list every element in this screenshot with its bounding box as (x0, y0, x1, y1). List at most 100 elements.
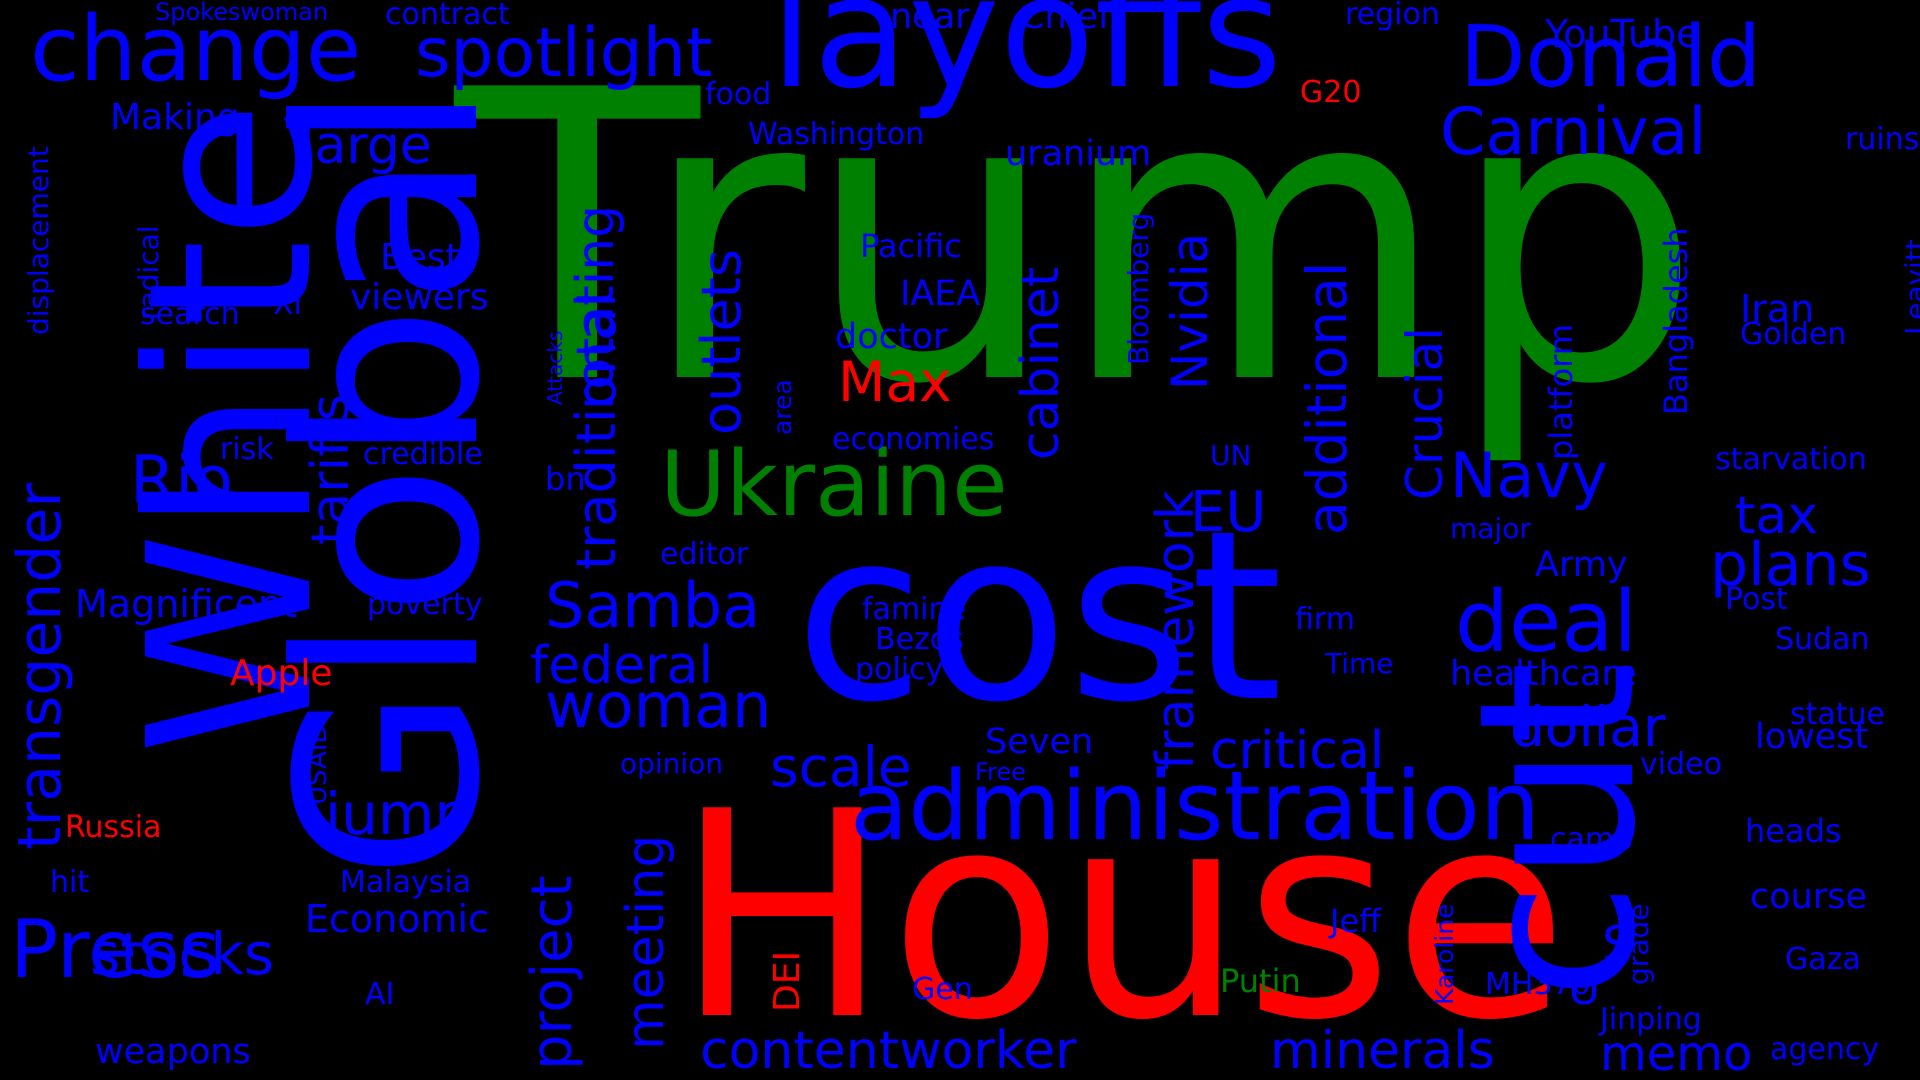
cloud-word: stocks (90, 920, 275, 988)
cloud-word: Seven (985, 722, 1094, 762)
cloud-word: YouTube (1545, 12, 1700, 56)
cloud-word: spotlight (415, 14, 713, 93)
cloud-word: DEI (767, 950, 808, 1012)
cloud-word: contentworker (700, 1021, 1077, 1080)
cloud-word: Sudan (1775, 622, 1870, 657)
cloud-word: IAEA (900, 274, 981, 314)
cloud-word: Russia (65, 810, 162, 845)
cloud-word: MH370 (1485, 967, 1591, 1002)
cloud-word: Making (110, 97, 240, 138)
cloud-word: statue (1790, 697, 1886, 732)
cloud-word: Z (1330, 805, 1351, 840)
cloud-word: dollar (1510, 695, 1666, 759)
cloud-word: tax (1735, 486, 1819, 546)
cloud-word: federal (530, 636, 713, 696)
cloud-word: Gen (912, 972, 973, 1007)
cloud-word: ruins (1845, 122, 1920, 157)
cloud-word: Nvidia (1161, 232, 1219, 390)
cloud-word: Navy (1450, 439, 1608, 512)
cloud-word: jump (325, 780, 472, 848)
cloud-word: UN (1210, 439, 1252, 472)
cloud-word: Attacks (543, 330, 567, 405)
cloud-word: cabinet (1011, 266, 1071, 460)
cloud-word: critical (1210, 721, 1385, 781)
cloud-word: economies (832, 422, 995, 457)
cloud-word: Time (1325, 647, 1394, 680)
cloud-word: agency (1770, 1032, 1880, 1067)
cloud-word: G20 (1300, 75, 1362, 110)
cloud-word: Jeff (1330, 902, 1382, 940)
cloud-word: Free (975, 758, 1026, 786)
cloud-word: EU (1190, 480, 1267, 545)
cloud-word: firm (1295, 602, 1355, 637)
cloud-word: contract (385, 0, 510, 32)
cloud-word: cost (795, 481, 1283, 754)
cloud-word: Trump (455, 7, 1703, 472)
cloud-word: additional (1295, 261, 1359, 535)
cloud-word: Max (838, 350, 952, 414)
cloud-word: famine (862, 592, 966, 627)
cloud-word: Magnificent (75, 582, 298, 626)
cloud-word: outlets (690, 249, 753, 435)
cloud-word: displacement (22, 146, 55, 335)
cloud-word: bn (545, 460, 586, 498)
cloud-word: course (1750, 877, 1867, 917)
cloud-word: Malaysia (340, 865, 472, 900)
cloud-word: Crucial (1396, 326, 1454, 500)
cloud-word: weapons (95, 1032, 251, 1072)
cloud-word: heads (1745, 812, 1842, 850)
cloud-word: Iran (1740, 287, 1815, 331)
cloud-word: Press (10, 903, 221, 996)
cloud-word: search (140, 297, 240, 332)
cloud-word: Apple (230, 653, 333, 694)
cloud-word: U (1568, 964, 1601, 1015)
cloud-word: area (768, 379, 797, 435)
cloud-word: near (890, 0, 970, 37)
cloud-word: region (1345, 0, 1440, 32)
cloud-word: scale (770, 735, 912, 799)
cloud-word: starvation (1715, 442, 1867, 477)
cloud-word: platform (1542, 324, 1580, 460)
cloud-word: camp (1550, 822, 1634, 857)
cloud-word: deal (1455, 573, 1637, 672)
cloud-word: Carnival (1440, 95, 1707, 170)
cloud-word: Chief (1020, 0, 1111, 37)
cloud-word: Karoline (1430, 903, 1459, 1005)
cloud-word: Bezos (875, 622, 964, 657)
cloud-word: Economic (305, 897, 489, 941)
cloud-word: doctor (835, 317, 948, 357)
cloud-word: House (675, 751, 1569, 1080)
cloud-word: Army (1535, 545, 1628, 585)
cloud-word: Leavitt (1899, 239, 1920, 335)
cloud-word: Putin (1220, 962, 1301, 1000)
cloud-word: hit (50, 865, 90, 900)
cloud-word: Gaza (1785, 942, 1861, 977)
cloud-word: S (1602, 916, 1634, 974)
cloud-word: Washington (748, 117, 925, 152)
cloud-word: rotating (566, 204, 626, 410)
cloud-word: policy (855, 652, 944, 687)
cloud-word: Jinping (1600, 1002, 1702, 1037)
cloud-word: uranium (1005, 134, 1152, 174)
cloud-word: food (705, 77, 772, 112)
cloud-word: credible (363, 437, 483, 472)
cloud-word: Xi (273, 287, 302, 322)
cloud-word: USAID (303, 723, 333, 806)
cloud-word: Ukraine (660, 432, 1008, 537)
cloud-word: video (1640, 747, 1722, 782)
cloud-word: Pacific (860, 227, 962, 265)
cloud-word: memo (1600, 1026, 1753, 1080)
cloud-word: project (520, 875, 585, 1070)
cloud-word: woman (545, 669, 772, 742)
cloud-word: meeting (616, 834, 676, 1050)
cloud-word: major (1450, 512, 1531, 545)
cloud-word: lowest (1755, 717, 1869, 757)
cloud-word: change (30, 0, 362, 102)
cloud-word: viewers (350, 277, 489, 318)
cloud-word: minerals (1270, 1021, 1495, 1080)
cloud-word: layoffs (770, 0, 1283, 123)
cloud-word: risk (220, 432, 274, 467)
cloud-word: radical (132, 225, 165, 320)
cloud-word: large (300, 116, 432, 176)
